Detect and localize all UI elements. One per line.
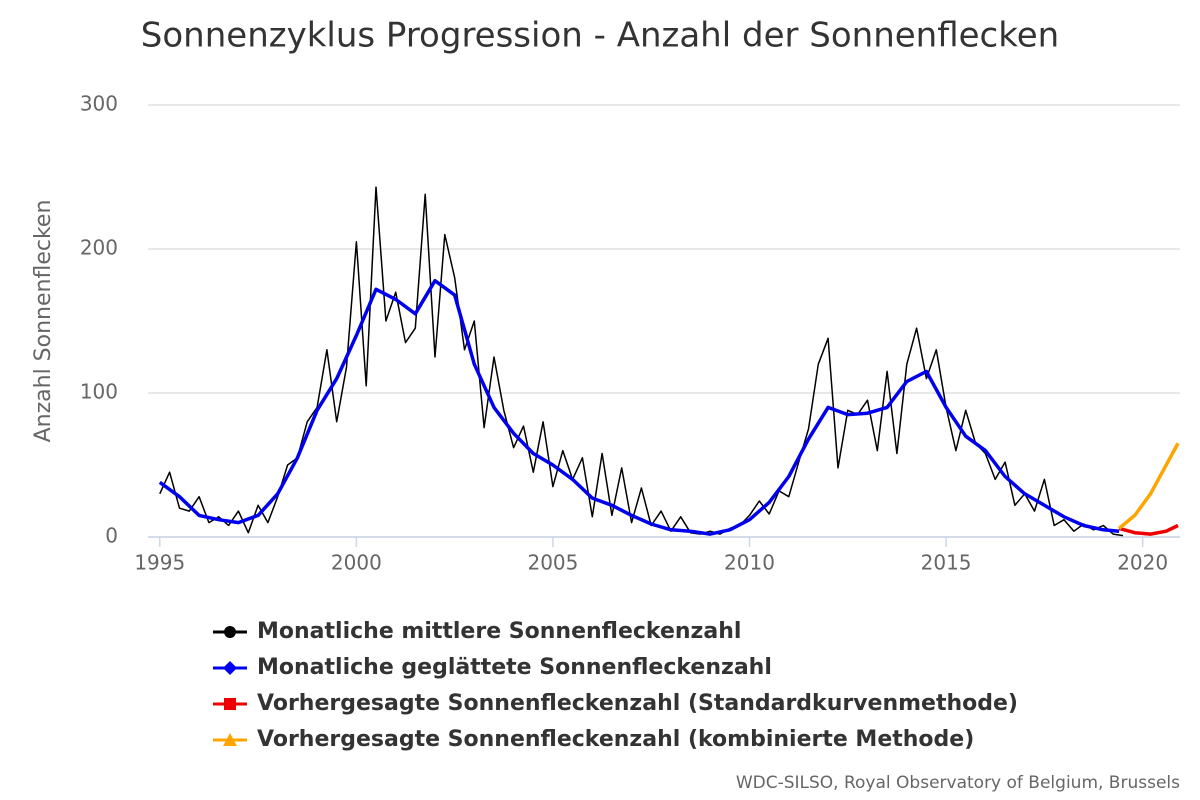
series-line [159,186,1124,537]
y-tick-label: 300 [80,92,118,116]
series-line [1117,442,1180,530]
legend-marker [224,626,236,638]
x-tick-label: 2005 [527,551,578,575]
series-line [1118,523,1179,536]
y-axis-label: Anzahl Sonnenflecken [31,200,56,443]
series-line [158,278,1120,536]
x-tick-label: 2010 [724,551,775,575]
legend-marker [224,698,236,710]
legend-label: Vorhergesagte Sonnenfleckenzahl (Standar… [257,691,1018,716]
credit: WDC-SILSO, Royal Observatory of Belgium,… [736,773,1180,793]
legend-label: Vorhergesagte Sonnenfleckenzahl (kombini… [257,727,974,752]
x-tick-label: 2015 [921,551,972,575]
x-tick-label: 2020 [1117,551,1168,575]
y-tick-label: 100 [80,380,118,404]
legend-marker [223,733,237,746]
x-tick-label: 1995 [134,551,185,575]
y-tick-label: 200 [80,236,118,260]
x-tick-label: 2000 [331,551,382,575]
y-tick-label: 0 [105,524,118,548]
chart-title: Sonnenzyklus Progression - Anzahl der So… [141,16,1059,56]
legend-marker [223,661,237,675]
legend-label: Monatliche geglättete Sonnenfleckenzahl [257,655,772,680]
legend-label: Monatliche mittlere Sonnenfleckenzahl [257,619,741,644]
